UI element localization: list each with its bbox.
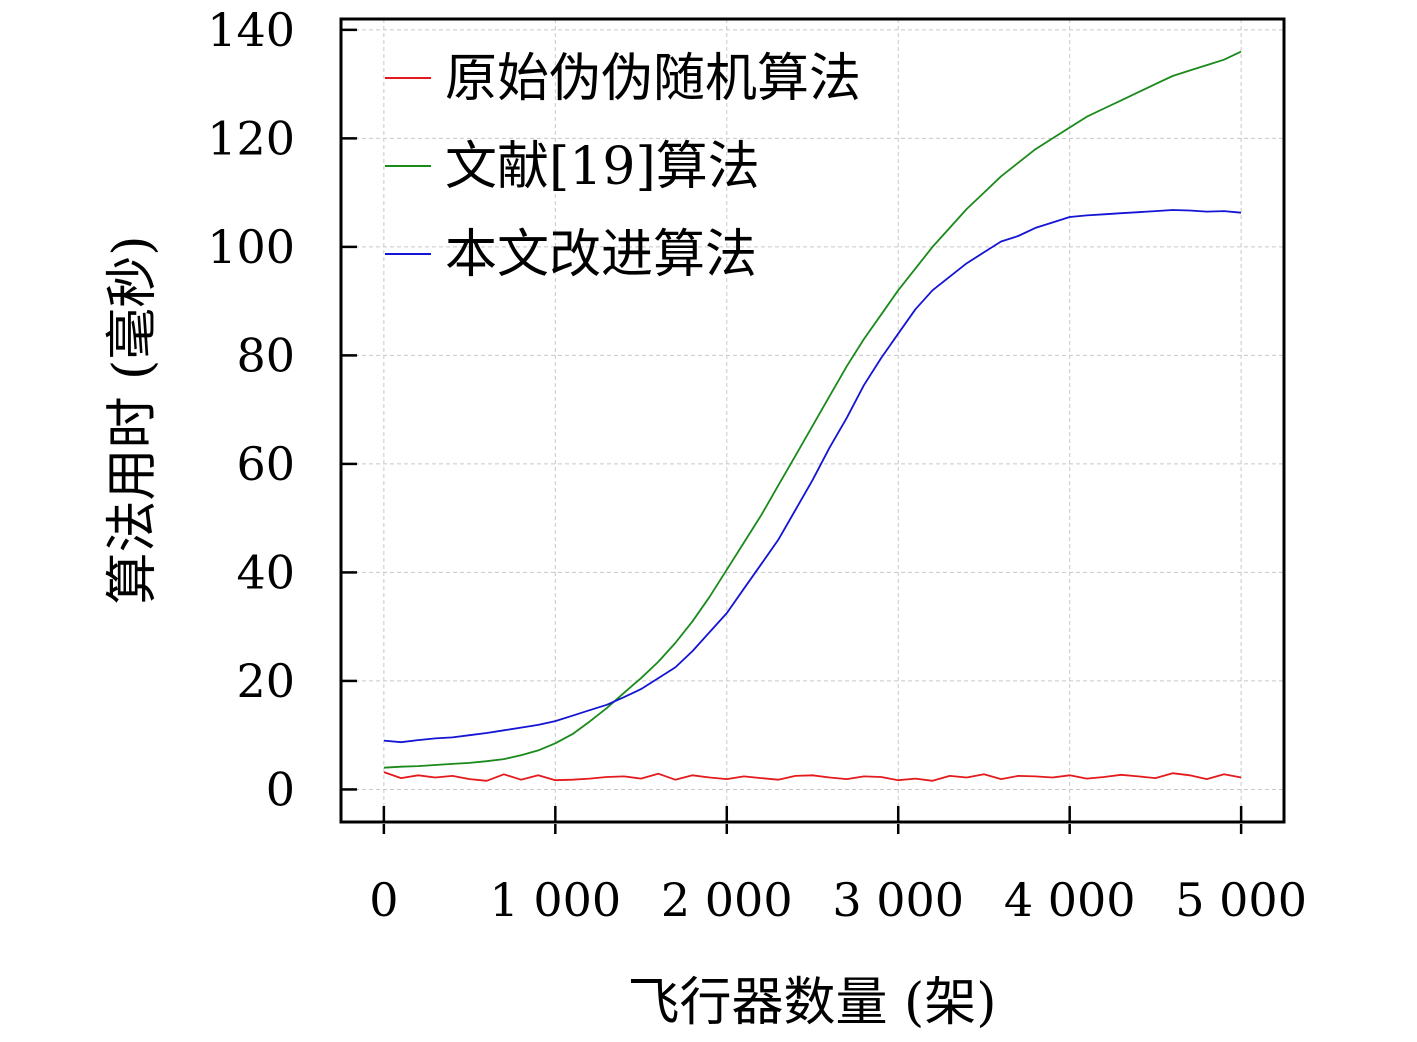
y-tick-label-5: 100 [207, 220, 295, 274]
series-group [383, 50, 1242, 782]
series-line-1 [383, 50, 1242, 769]
series-line-0 [383, 771, 1242, 782]
x-tick-labels: 0 1 000 2 000 3 000 4 000 5 000 [369, 873, 1307, 927]
y-tick-labels: 0 20 40 60 80 100 120 140 [207, 3, 295, 817]
x-tick-label-5: 5 000 [1175, 873, 1307, 927]
x-tick-label-1: 1 000 [489, 873, 621, 927]
x-tick-label-0: 0 [369, 873, 398, 927]
y-tick-label-0: 0 [266, 762, 295, 816]
plot-frame [339, 17, 1286, 824]
series-line-2 [383, 209, 1242, 744]
x-tick-label-3: 3 000 [832, 873, 964, 927]
y-tick-label-7: 140 [207, 3, 295, 57]
y-tick-label-4: 80 [236, 328, 295, 382]
legend-label-1: 文献[19]算法 [445, 137, 760, 197]
y-tick-label-3: 60 [236, 437, 295, 491]
legend-label-0: 原始伪伪随机算法 [445, 49, 861, 109]
x-tick-label-4: 4 000 [1004, 873, 1136, 927]
grid-lines [341, 19, 1284, 822]
y-tick-label-6: 120 [207, 111, 295, 165]
x-axis-title: 飞行器数量 (架) [627, 973, 996, 1033]
legend-label-2: 本文改进算法 [445, 225, 757, 285]
y-axis-title: 算法用时 (毫秒) [103, 235, 163, 604]
y-tick-label-1: 20 [236, 654, 295, 708]
x-tick-label-2: 2 000 [661, 873, 793, 927]
y-tick-label-2: 40 [236, 545, 295, 599]
axis-ticks [341, 28, 1243, 834]
